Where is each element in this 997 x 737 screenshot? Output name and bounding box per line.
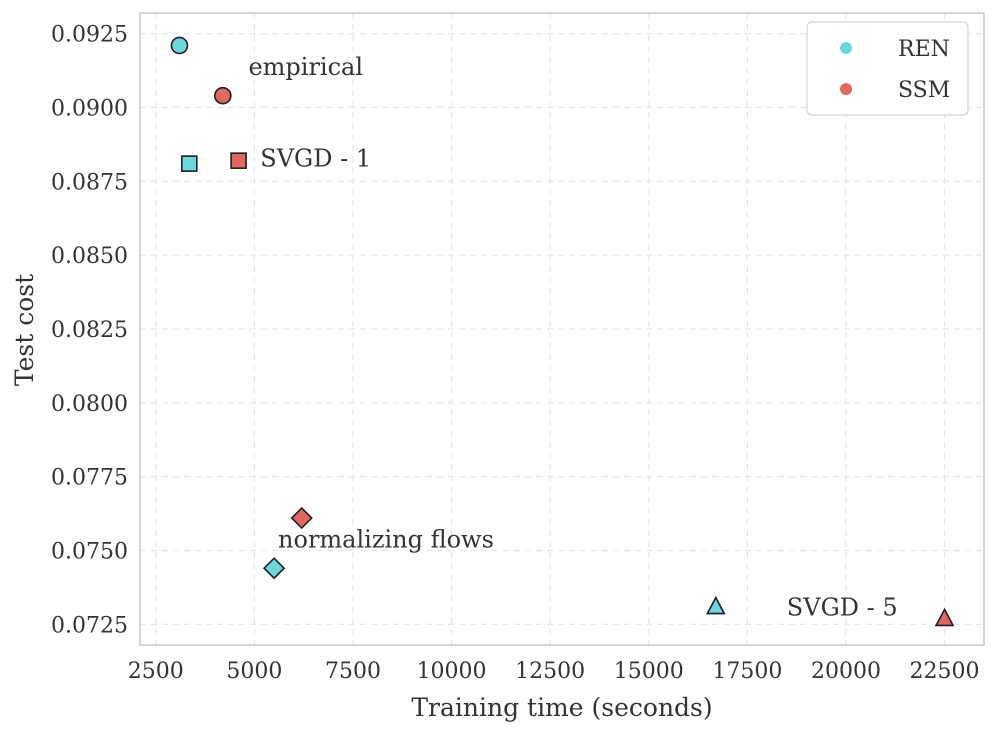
y-tick-label: 0.0750: [51, 539, 128, 564]
axis-ticks: 2500 5000 7500 10000 12500 15000 17500 20000 225…: [51, 23, 980, 684]
data-point-ssm-square: [230, 152, 247, 169]
data-point-ren-circle: [170, 36, 189, 55]
x-tick-label: 2500: [128, 659, 184, 684]
annotation-label: SVGD - 1: [260, 145, 371, 173]
annotation-label: normalizing flows: [278, 526, 494, 554]
data-point-ssm-triangle: [934, 607, 955, 627]
y-tick-label: 0.0725: [51, 613, 128, 638]
legend-marker-ren: [840, 42, 852, 54]
grid: [140, 13, 984, 645]
data-points: [170, 36, 955, 627]
x-tick-label: 15000: [614, 659, 684, 684]
data-point-ren-diamond: [262, 557, 286, 580]
x-tick-label: 20000: [811, 659, 881, 684]
legend-label-ren: REN: [898, 37, 950, 62]
annotations: empirical SVGD - 1 normalizing flows SVGD -…: [248, 53, 897, 621]
y-tick-label: 0.0850: [51, 244, 128, 269]
y-tick-label: 0.0775: [51, 466, 128, 491]
y-tick-label: 0.0925: [51, 23, 128, 48]
plot-frame: [139, 12, 985, 646]
x-tick-label: 10000: [417, 659, 487, 684]
data-point-ssm-circle: [214, 86, 232, 105]
x-tick-label: 17500: [712, 659, 782, 684]
data-point-ren-square: [180, 155, 198, 172]
data-point-ren-triangle: [705, 595, 726, 615]
y-tick-label: 0.0875: [51, 170, 128, 195]
legend: REN SSM: [806, 21, 969, 116]
x-axis-label: Training time (seconds): [411, 693, 712, 722]
legend-marker-ssm: [840, 83, 852, 95]
data-point-ssm-diamond: [290, 506, 313, 530]
y-axis-label: Test cost: [10, 274, 39, 386]
y-tick-label: 0.0900: [51, 97, 128, 122]
annotation-label: empirical: [248, 53, 363, 81]
y-tick-label: 0.0800: [51, 392, 128, 417]
x-tick-label: 22500: [910, 659, 980, 684]
annotation-label: SVGD - 5: [787, 593, 898, 621]
legend-label-ssm: SSM: [898, 78, 950, 103]
y-tick-label: 0.0825: [51, 318, 128, 343]
x-tick-label: 7500: [325, 659, 381, 684]
x-tick-label: 12500: [515, 659, 585, 684]
x-tick-label: 5000: [226, 659, 282, 684]
